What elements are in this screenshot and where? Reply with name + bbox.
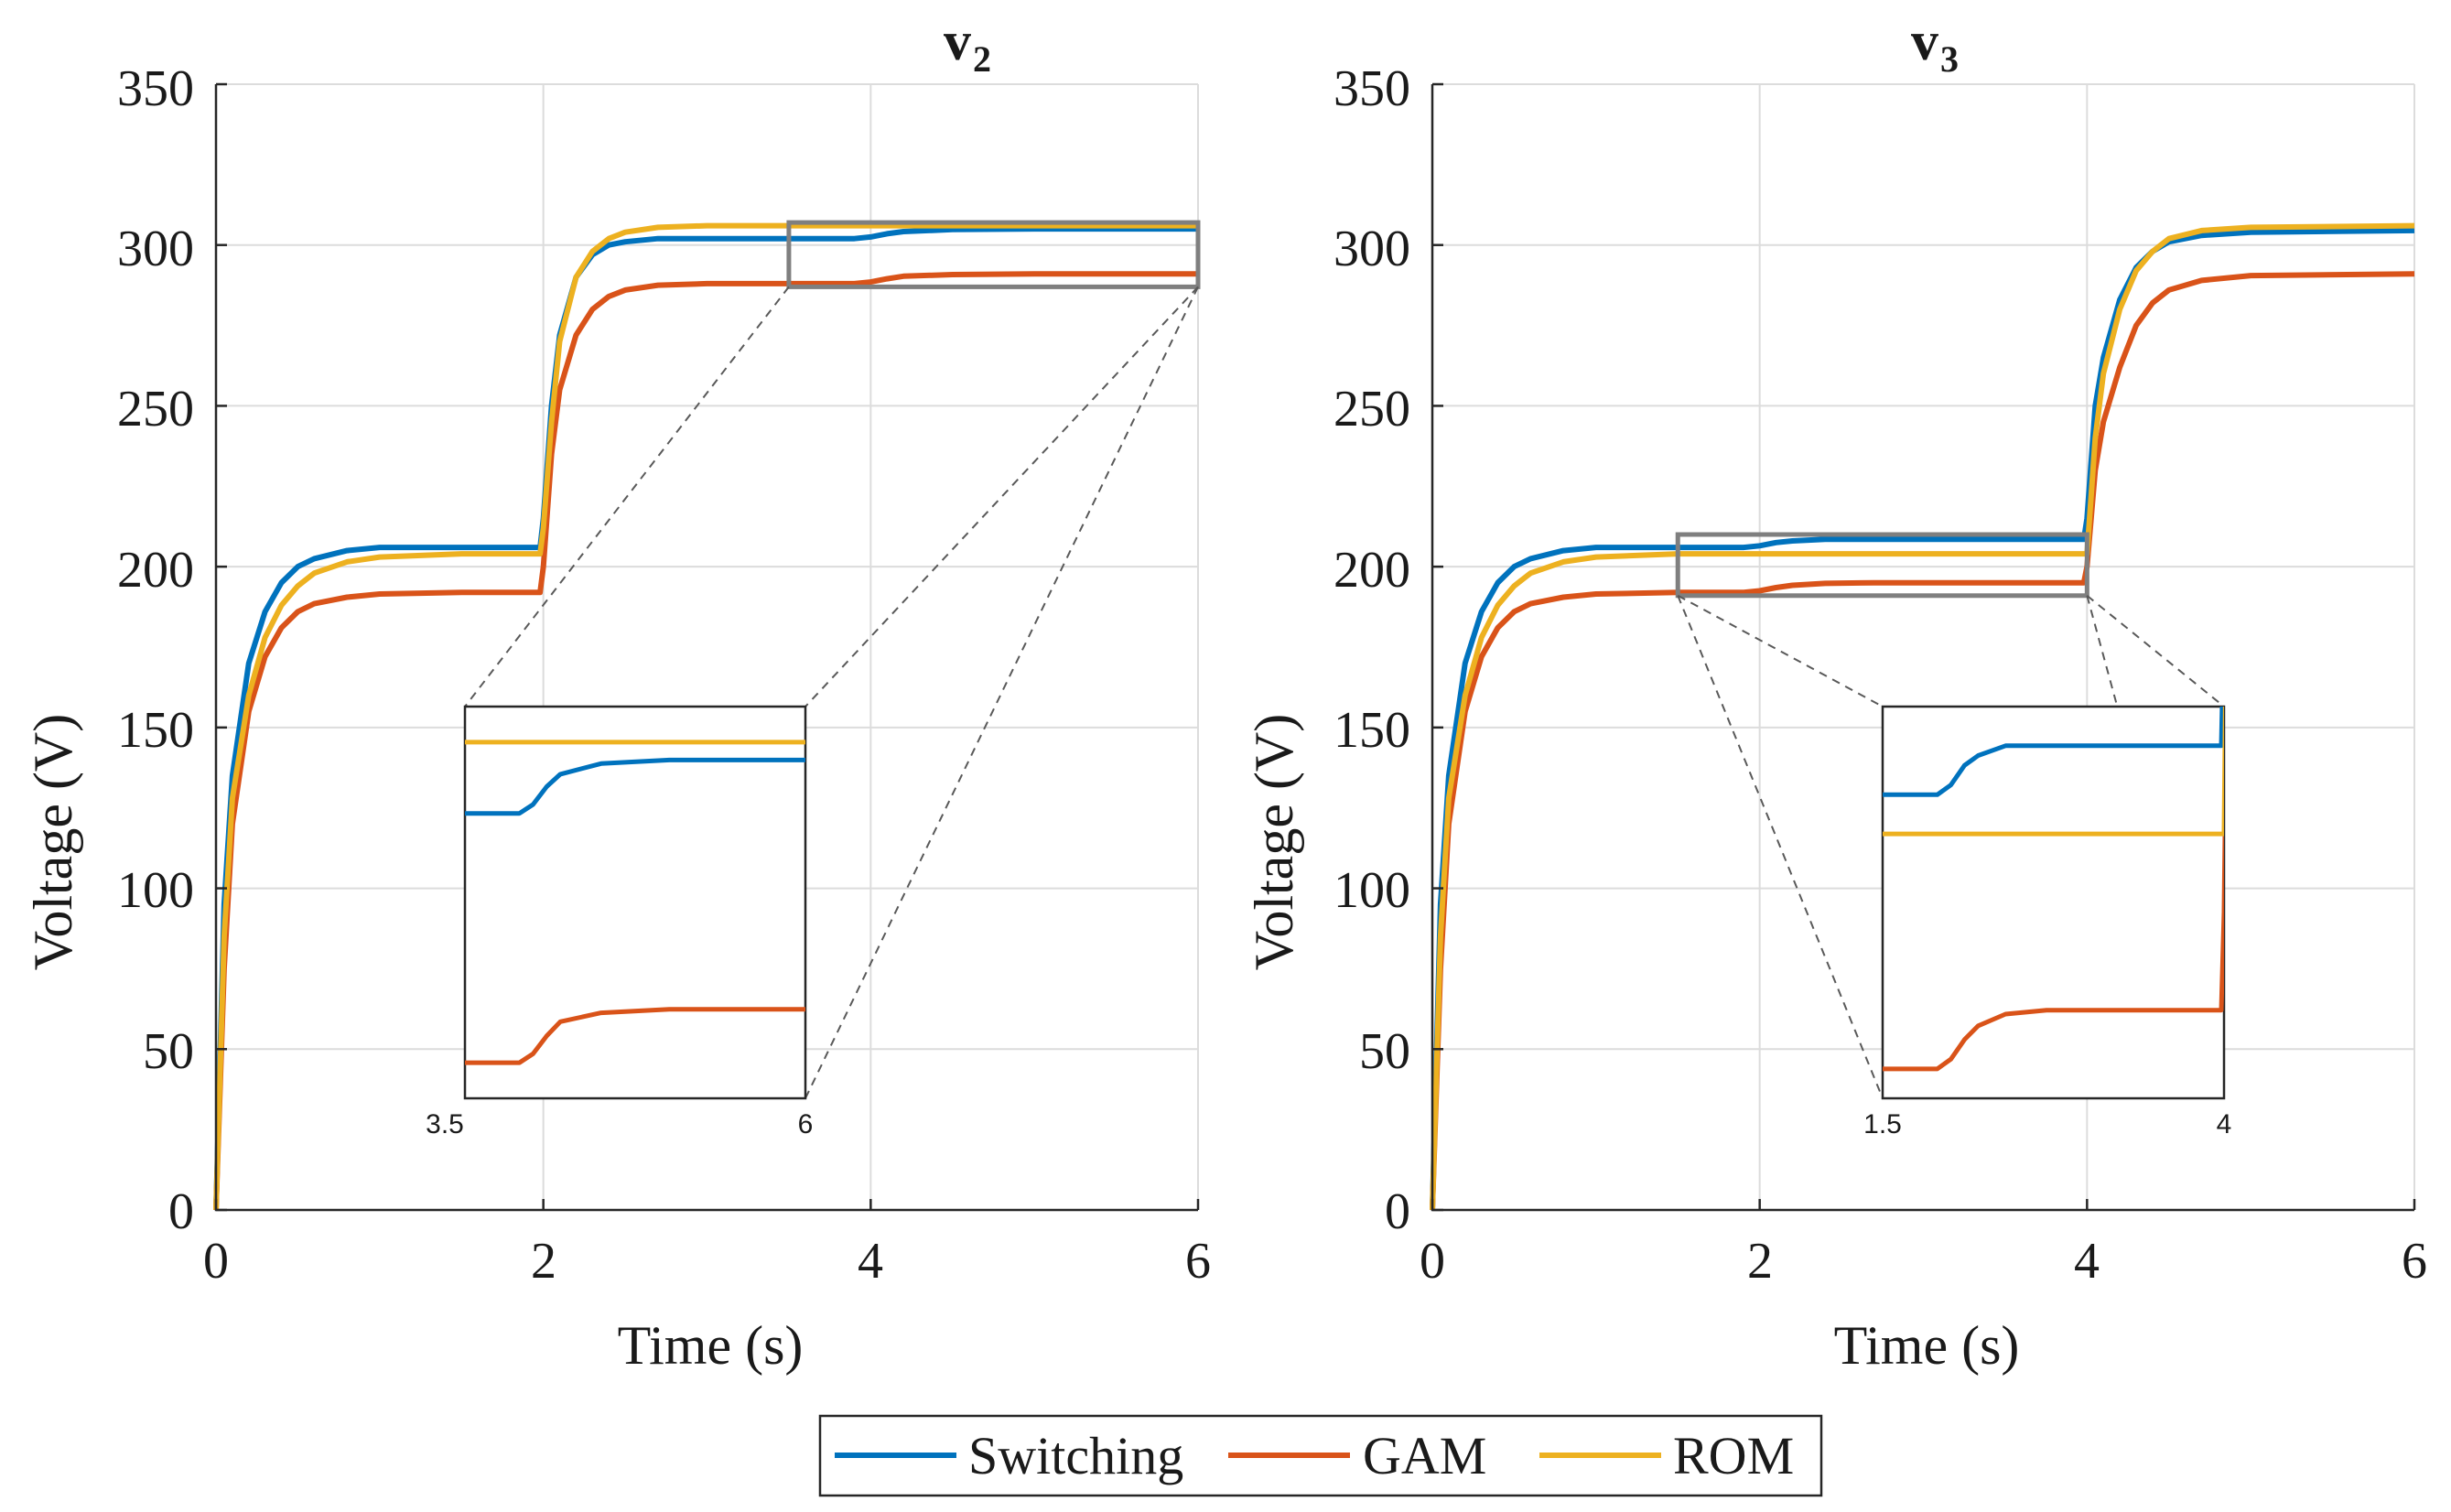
chart-v3-inset-xtick-0: 1.5 xyxy=(1863,1109,1902,1139)
series-line-gam xyxy=(213,271,1198,1211)
legend-label-switching: Switching xyxy=(968,1426,1183,1485)
chart-v2-ytick-2: 100 xyxy=(117,862,194,919)
chart-v2-ylabel: Voltage (V) xyxy=(23,714,83,971)
chart-v3-inset-xtick-1: 4 xyxy=(2217,1109,2232,1139)
chart-v3: v 3 Voltage (V) Time (s) 0 2 4 6 0 50 10… xyxy=(1244,11,2427,1376)
chart-v3-xtick-0: 0 xyxy=(1420,1233,1445,1290)
inset-series-group xyxy=(1883,707,2224,1072)
inset-series-line-rom xyxy=(1883,707,2224,837)
zoom-region-box xyxy=(786,220,1201,289)
chart-v2-xtick-2: 4 xyxy=(858,1233,883,1290)
zoom-connector xyxy=(464,286,790,707)
inset-plot xyxy=(1881,705,2226,1100)
legend-label-gam: GAM xyxy=(1363,1426,1486,1485)
inset-frame xyxy=(463,705,807,1100)
legend: Switching GAM ROM xyxy=(818,1414,1823,1497)
series-line-gam xyxy=(1430,271,2415,1211)
chart-v2-ytick-0: 0 xyxy=(168,1183,194,1240)
chart-v3-xtick-1: 2 xyxy=(1747,1233,1773,1290)
chart-v2-inset-xtick-0: 3.5 xyxy=(426,1109,464,1139)
chart-v2-ytick-1: 50 xyxy=(143,1023,194,1080)
zoom-connector xyxy=(804,286,1199,707)
chart-v3-ytick-1: 50 xyxy=(1359,1023,1410,1080)
legend-label-rom: ROM xyxy=(1673,1426,1794,1485)
inset-series-group xyxy=(465,740,805,1065)
chart-v2-ytick-6: 300 xyxy=(117,221,194,277)
chart-v2-ytick-5: 250 xyxy=(117,381,194,437)
chart-v3-ytick-6: 300 xyxy=(1333,221,1410,277)
inset-series-line-gam xyxy=(465,1007,805,1065)
zoom-region-box xyxy=(1675,532,2089,599)
chart-v2-xlabel: Time (s) xyxy=(618,1315,804,1376)
zoom-connector xyxy=(1677,594,1884,707)
chart-v2-xtick-3: 6 xyxy=(1185,1233,1211,1290)
inset-plot xyxy=(463,705,807,1100)
inset-series-line-switching xyxy=(1883,707,2224,797)
chart-v2-ytick-4: 200 xyxy=(117,542,194,599)
series-line-rom xyxy=(1430,222,2415,1211)
zoom-connector xyxy=(804,286,1199,1099)
plot-area xyxy=(213,82,1201,1212)
chart-v2-inset-xtick-1: 6 xyxy=(798,1109,814,1139)
chart-v3-ytick-3: 150 xyxy=(1333,702,1410,759)
inset-frame xyxy=(1881,705,2226,1100)
plot-area xyxy=(1430,82,2416,1212)
chart-v2-xtick-0: 0 xyxy=(203,1233,229,1290)
series-line-rom xyxy=(213,222,1198,1211)
chart-v3-ytick-0: 0 xyxy=(1385,1183,1410,1240)
chart-v3-xtick-2: 4 xyxy=(2074,1233,2100,1290)
chart-v3-ylabel: Voltage (V) xyxy=(1244,714,1304,971)
chart-v2-ytick-7: 350 xyxy=(117,60,194,117)
chart-v3-xlabel: Time (s) xyxy=(1834,1315,2020,1376)
chart-v3-ytick-5: 250 xyxy=(1333,381,1410,437)
chart-v3-ytick-4: 200 xyxy=(1333,542,1410,599)
chart-v2-ytick-3: 150 xyxy=(117,702,194,759)
inset-series-line-gam xyxy=(1883,716,2224,1072)
inset-series-line-switching xyxy=(465,757,805,816)
chart-v2-xtick-1: 2 xyxy=(531,1233,556,1290)
chart-v2: v 2 Voltage (V) Time (s) 0 2 4 6 0 50 10… xyxy=(23,11,1211,1376)
chart-v3-title-subscript: 3 xyxy=(1940,38,1959,80)
chart-v3-xtick-3: 6 xyxy=(2402,1233,2427,1290)
chart-v3-title: v xyxy=(1911,11,1938,71)
zoom-connector xyxy=(2086,594,2225,707)
chart-v3-ytick-7: 350 xyxy=(1333,60,1410,117)
chart-v2-title-subscript: 2 xyxy=(973,38,991,80)
chart-v2-title: v xyxy=(944,11,971,71)
zoom-connector xyxy=(1677,595,1884,1099)
chart-v3-ytick-2: 100 xyxy=(1333,862,1410,919)
